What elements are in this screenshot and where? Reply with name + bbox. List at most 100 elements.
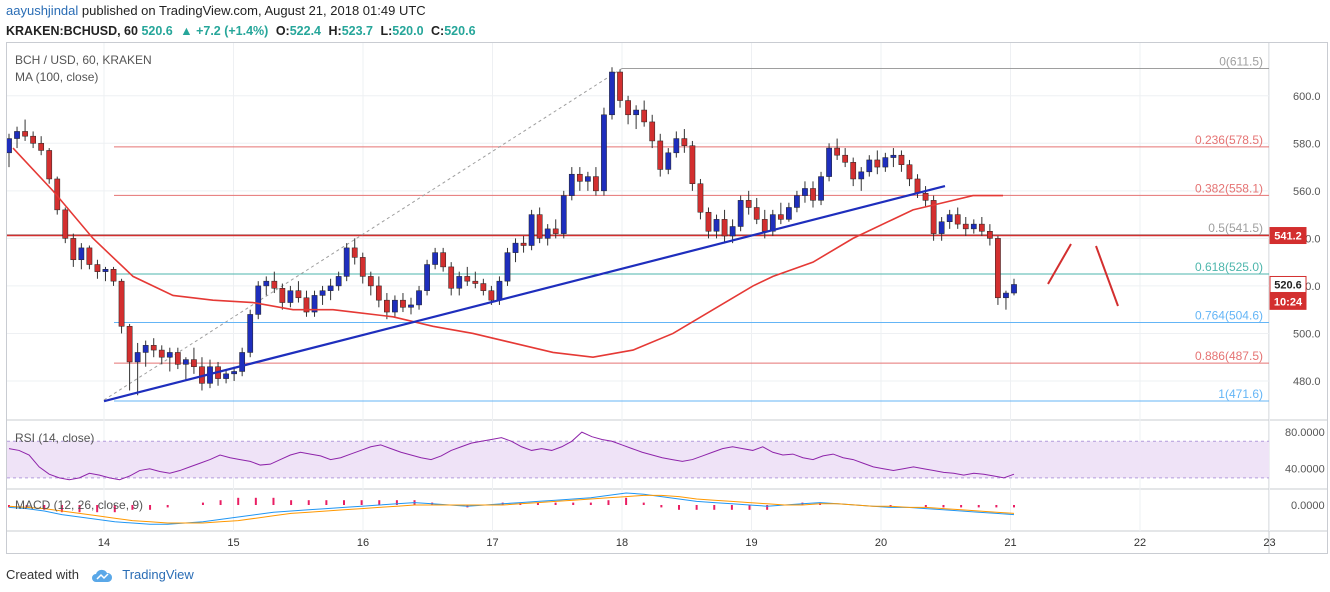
candle-body	[753, 207, 760, 220]
open-label: O:	[275, 24, 290, 38]
candle-body	[818, 176, 824, 201]
candle-body	[995, 238, 1001, 299]
open-value: 522.4	[289, 24, 321, 38]
created-with-label: Created with	[6, 567, 79, 582]
candle-body	[850, 162, 857, 180]
candle-body	[970, 223, 977, 230]
candle-body	[239, 352, 246, 372]
candle-body	[625, 100, 631, 116]
symbol-label: KRAKEN:BCHUSD, 60	[6, 24, 138, 38]
candle-body	[617, 71, 623, 101]
candle-body	[882, 157, 889, 168]
candle-body	[384, 299, 390, 313]
candle-body	[745, 200, 752, 208]
x-tick-label: 18	[616, 537, 628, 549]
candle-body	[858, 171, 865, 180]
candle-body	[295, 290, 302, 299]
candle-body	[962, 223, 969, 230]
candle-body	[263, 280, 270, 287]
fib-level-label: 0.5(541.5)	[1208, 221, 1263, 235]
y-tick-label: 560.0	[1293, 186, 1321, 198]
candle-body	[914, 178, 921, 194]
price-badge-box	[1269, 227, 1307, 245]
chart-container[interactable]: 480.0 500.0 520.0 540.0 560.0 580.0 600.0 14 15 1…	[6, 42, 1328, 554]
macd-line	[8, 492, 1015, 525]
fib-level-label: 0(611.5)	[1219, 54, 1263, 68]
candle-body	[657, 140, 664, 170]
high-value: 523.7	[341, 24, 373, 38]
x-tick-label: 23	[1263, 537, 1275, 549]
candle-body	[777, 214, 784, 220]
candle-body	[536, 214, 543, 239]
candle-body	[343, 247, 350, 277]
candle-body	[456, 276, 463, 289]
candle-body	[826, 147, 832, 177]
ma-legend: MA (100, close)	[15, 70, 99, 84]
candle-body	[488, 290, 495, 301]
tradingview-link[interactable]: TradingView	[122, 567, 194, 582]
candle-body	[1011, 284, 1017, 294]
macd-tick-label: 0.0000	[1291, 500, 1325, 512]
candle-body	[689, 145, 696, 184]
price-badge-box	[1269, 275, 1307, 293]
close-label: C:	[431, 24, 445, 38]
candle-body	[504, 252, 511, 282]
candle-body	[906, 164, 913, 180]
candle-body	[528, 214, 535, 246]
candle-body	[641, 109, 648, 123]
candle-body	[432, 252, 438, 265]
candle-body	[359, 257, 366, 277]
candle-body	[142, 345, 149, 353]
price-badge: 520.6	[1269, 275, 1307, 293]
candle-body	[448, 266, 455, 289]
candle-body	[38, 143, 45, 151]
candle-body	[367, 276, 374, 287]
fib-level-label: 0.236(578.5)	[1195, 133, 1263, 147]
candle-body	[922, 192, 929, 201]
candle-body	[681, 138, 688, 146]
price-badge-text: 541.2	[1274, 231, 1302, 243]
candle-body	[794, 195, 800, 208]
x-tick-label: 19	[745, 537, 757, 549]
y-tick-label: 480.0	[1293, 376, 1321, 388]
price-change: ▲ +7.2 (+1.4%)	[180, 24, 269, 38]
candle-body	[247, 314, 254, 353]
candle-body	[311, 295, 318, 313]
candle-body	[279, 288, 286, 303]
candle-body	[593, 176, 599, 192]
fib-level-label: 1(471.6)	[1218, 387, 1263, 401]
candle-body	[400, 299, 406, 308]
candle-body	[102, 269, 109, 272]
fib-level-label: 0.886(487.5)	[1195, 349, 1263, 363]
fib-level-label: 0.764(504.6)	[1195, 309, 1263, 323]
high-label: H:	[328, 24, 342, 38]
candle-body	[649, 121, 656, 142]
tradingview-cloud-icon	[91, 569, 112, 582]
ohlc-bar: KRAKEN:BCHUSD, 60 520.6 ▲ +7.2 (+1.4%) O…	[0, 22, 1330, 40]
candle-body	[14, 131, 20, 139]
candle-body	[174, 352, 181, 365]
candle-body	[866, 159, 873, 173]
author-link[interactable]: aayushjindal	[6, 3, 79, 18]
price-badge-box	[1269, 292, 1307, 310]
rsi-tick-label: 40.0000	[1285, 464, 1325, 476]
candle-body	[464, 276, 471, 282]
candle-body	[231, 371, 237, 375]
candle-body	[30, 135, 36, 144]
candle-body	[633, 109, 639, 116]
macd-legend: MACD (12, 26, close, 9)	[15, 498, 144, 512]
projection-stroke	[1095, 245, 1119, 307]
x-tick-label: 21	[1004, 537, 1016, 549]
candle-body	[183, 359, 189, 365]
ma100-line	[12, 147, 1003, 359]
candle-body	[786, 207, 792, 220]
candle-body	[118, 280, 125, 327]
bullish-trendline	[103, 185, 946, 403]
candle-body	[86, 247, 93, 265]
candle-body	[930, 200, 937, 234]
candle-body	[560, 195, 567, 234]
close-value: 520.6	[444, 24, 476, 38]
candle-body	[166, 352, 173, 358]
low-label: L:	[380, 24, 393, 38]
